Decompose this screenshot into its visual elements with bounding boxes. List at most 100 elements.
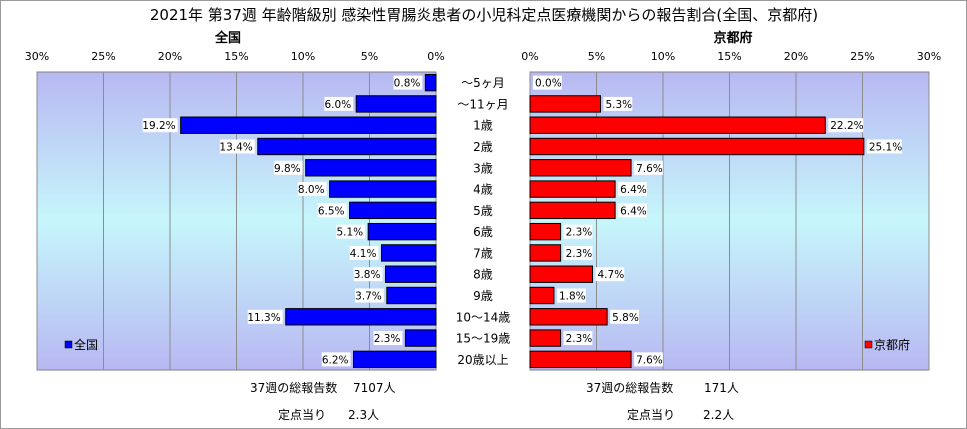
- left-bar: [384, 265, 437, 283]
- right-panel-title: 京都府: [713, 30, 752, 46]
- tick-labels: 30% 0% 25% 5% 20% 10% 15% 15% 10% 20% 5% 25% 0% 30%: [25, 50, 941, 63]
- right-bar: [529, 308, 608, 326]
- left-tick-label: 15%: [224, 50, 248, 63]
- left-data-label: 13.4%: [219, 142, 252, 154]
- right-data-label: 7.6%: [636, 163, 663, 175]
- right-footer: 37週の総報告数 171人 定点当り 2.2人: [586, 380, 739, 422]
- left-reports-value: 7107人: [353, 381, 396, 395]
- left-tick-label: 5%: [361, 50, 378, 63]
- right-data-label-bg: [595, 267, 625, 282]
- left-bar: [353, 350, 437, 369]
- right-data-label: 25.1%: [869, 142, 902, 154]
- category-label: 6歳: [473, 225, 493, 239]
- category-label: 1歳: [473, 119, 493, 133]
- left-data-label-bg: [317, 203, 347, 218]
- right-data-label: 2.3%: [566, 333, 593, 345]
- left-tick-label: 30%: [25, 50, 49, 63]
- right-tick-label: 20%: [784, 50, 808, 63]
- right-data-label-bg: [563, 245, 593, 260]
- right-data-label-bg: [610, 309, 639, 324]
- left-data-label-bg: [321, 352, 351, 367]
- right-reports-value: 171人: [704, 381, 739, 395]
- left-data-label: 6.5%: [318, 205, 345, 217]
- category-label: 7歳: [473, 246, 493, 260]
- left-data-label: 2.3%: [374, 333, 401, 345]
- left-data-label-bg: [393, 75, 423, 90]
- right-data-label-bg: [563, 224, 593, 239]
- category-label: 8歳: [473, 268, 493, 282]
- left-bar: [367, 222, 437, 241]
- category-label: ～5ヶ月: [461, 76, 505, 90]
- left-data-label: 6.2%: [322, 354, 349, 366]
- right-bar: [529, 329, 562, 347]
- left-bar: [305, 159, 437, 177]
- right-reports-label: 37週の総報告数: [586, 380, 673, 395]
- left-data-label: 3.7%: [355, 291, 382, 303]
- right-data-label-bg: [634, 352, 663, 367]
- right-tick-label: 0%: [521, 50, 538, 63]
- left-legend-label: 全国: [74, 337, 98, 352]
- left-bar: [257, 137, 437, 156]
- right-tick-label: 25%: [850, 50, 874, 63]
- left-data-label-bg: [353, 267, 383, 282]
- right-data-label: 5.8%: [612, 312, 639, 324]
- left-data-label-bg: [142, 118, 178, 133]
- right-per-site-value: 2.2人: [703, 408, 734, 422]
- left-tick-label: 20%: [158, 50, 182, 63]
- right-data-label-bg: [618, 182, 647, 197]
- left-data-label-bg: [324, 96, 354, 111]
- left-per-site-value: 2.3人: [348, 408, 379, 422]
- category-label: ～11ヶ月: [457, 97, 508, 111]
- left-data-label: 19.2%: [142, 120, 175, 132]
- left-tick-label: 10%: [291, 50, 315, 63]
- left-bar: [180, 116, 437, 134]
- left-data-label: 0.8%: [394, 78, 421, 90]
- right-data-label-bg: [556, 288, 586, 303]
- left-legend: 全国: [64, 337, 98, 352]
- right-bar: [529, 350, 632, 369]
- right-data-label: 1.8%: [559, 291, 586, 303]
- left-bar: [355, 95, 437, 113]
- left-per-site-label: 定点当り: [278, 407, 326, 422]
- left-bar: [424, 73, 437, 92]
- right-series-bars: [529, 95, 865, 369]
- right-data-label-bg: [866, 139, 902, 154]
- right-per-site-label: 定点当り: [627, 407, 675, 422]
- right-data-label-bg: [563, 331, 593, 346]
- category-label: 10～14歳: [456, 310, 511, 324]
- left-data-label: 8.0%: [298, 184, 325, 196]
- left-data-label-bg: [336, 224, 366, 239]
- left-data-label: 4.1%: [350, 248, 377, 260]
- right-bar: [529, 201, 616, 220]
- right-bar: [529, 244, 562, 262]
- left-data-label-bg: [219, 139, 255, 154]
- category-label: 4歳: [473, 183, 493, 197]
- right-data-label: 2.3%: [566, 227, 593, 239]
- right-data-label-bg: [828, 118, 864, 133]
- left-data-label: 9.8%: [274, 163, 301, 175]
- right-bar: [529, 180, 616, 198]
- data-labels: 0.8% 0.0% 6.0% 5.3% 19.2% 22.2% 13.4% 25.1% 9.8%…: [142, 75, 902, 367]
- left-data-label-bg: [354, 288, 384, 303]
- category-labels: ～5ヶ月 ～11ヶ月 1歳 2歳 3歳 4歳 5歳 6歳 7歳 8歳 9歳 10～14歳 15～19歳 2…: [456, 76, 511, 367]
- category-label: 15～19歳: [456, 332, 511, 346]
- category-label: 20歳以上: [457, 353, 508, 367]
- right-tick-label: 15%: [717, 50, 741, 63]
- left-data-label: 6.0%: [325, 99, 352, 111]
- right-bar: [529, 116, 826, 134]
- left-bar: [386, 286, 437, 305]
- left-data-label-bg: [247, 309, 283, 324]
- left-data-label: 3.8%: [354, 269, 381, 281]
- right-tick-label: 30%: [917, 50, 941, 63]
- right-bar: [529, 265, 594, 283]
- left-tick-label: 25%: [91, 50, 115, 63]
- left-bar: [285, 308, 437, 326]
- left-panel-title: 全国: [214, 30, 241, 46]
- right-data-label: 6.4%: [620, 205, 647, 217]
- right-bar: [529, 159, 632, 177]
- left-footer: 37週の総報告数 7107人 定点当り 2.3人: [250, 380, 396, 422]
- left-reports-label: 37週の総報告数: [250, 380, 337, 395]
- left-data-label-bg: [349, 245, 379, 260]
